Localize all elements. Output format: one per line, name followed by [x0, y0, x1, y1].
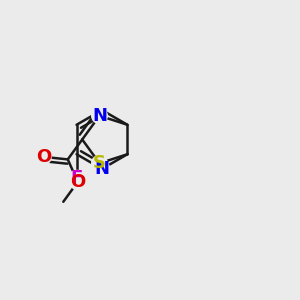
Text: O: O	[36, 148, 51, 166]
Text: S: S	[93, 154, 106, 172]
Text: N: N	[94, 160, 110, 178]
Circle shape	[92, 108, 107, 124]
Circle shape	[69, 170, 84, 185]
Circle shape	[94, 161, 110, 177]
Text: F: F	[70, 169, 83, 187]
Text: N: N	[92, 107, 107, 125]
Circle shape	[70, 174, 86, 190]
Circle shape	[35, 149, 51, 165]
Circle shape	[92, 155, 107, 171]
Text: O: O	[70, 173, 85, 191]
